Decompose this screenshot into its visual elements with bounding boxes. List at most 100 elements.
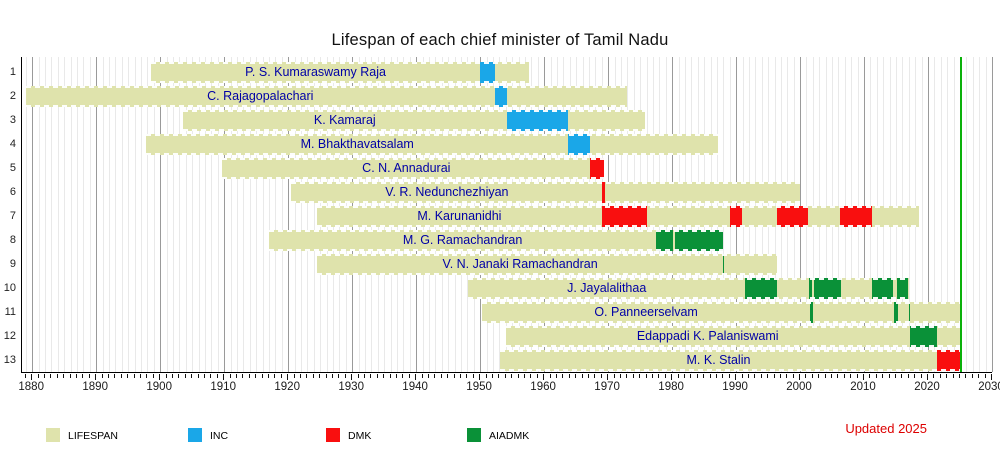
term-segment-aiadmk bbox=[656, 229, 673, 251]
minister-name-label: C. N. Annadurai bbox=[362, 160, 451, 175]
year-gridline bbox=[102, 57, 104, 372]
minor-tick bbox=[709, 373, 711, 378]
minor-tick bbox=[530, 373, 532, 378]
minor-tick bbox=[792, 373, 794, 378]
year-gridline bbox=[64, 57, 66, 372]
term-segment-aiadmk bbox=[745, 278, 778, 299]
minor-tick bbox=[626, 373, 628, 378]
minor-tick bbox=[549, 373, 551, 378]
year-gridline bbox=[166, 57, 168, 372]
major-tick bbox=[287, 373, 289, 380]
year-gridline bbox=[953, 57, 955, 372]
major-tick bbox=[31, 373, 33, 380]
row-number: 9 bbox=[9, 257, 16, 270]
minor-tick bbox=[248, 373, 250, 378]
minor-tick bbox=[274, 373, 276, 378]
minor-tick bbox=[472, 373, 474, 378]
minor-tick bbox=[37, 373, 39, 378]
plot-area: P. S. Kumaraswamy Raja C. Rajagopalachari… bbox=[21, 57, 993, 373]
minor-tick bbox=[344, 373, 346, 378]
minor-tick bbox=[971, 373, 973, 378]
x-axis-label: 1930 bbox=[338, 381, 364, 393]
minor-tick bbox=[920, 373, 922, 378]
minor-tick bbox=[332, 373, 333, 378]
minor-tick bbox=[165, 373, 167, 378]
year-gridline bbox=[51, 57, 53, 372]
minister-name-label: P. S. Kumaraswamy Raja bbox=[245, 64, 386, 79]
x-axis-label: 1970 bbox=[594, 381, 620, 393]
row-number: 5 bbox=[9, 161, 16, 174]
row-number: 4 bbox=[9, 137, 16, 150]
minor-tick bbox=[517, 373, 519, 378]
minor-tick bbox=[140, 373, 141, 378]
minor-tick bbox=[511, 373, 513, 378]
term-segment-aiadmk bbox=[810, 302, 814, 323]
term-segment-dmk bbox=[590, 157, 605, 179]
updated-note: Updated 2025 bbox=[845, 421, 927, 436]
major-tick bbox=[351, 373, 353, 380]
minor-tick bbox=[939, 373, 941, 378]
term-segment-dmk bbox=[839, 205, 872, 227]
minor-tick bbox=[440, 373, 442, 378]
major-tick bbox=[159, 373, 161, 380]
minor-tick bbox=[888, 373, 890, 378]
minor-tick bbox=[255, 373, 257, 378]
year-gridline bbox=[70, 57, 72, 372]
decade-gridline bbox=[32, 57, 34, 372]
decade-gridline bbox=[160, 57, 162, 372]
minor-tick bbox=[824, 373, 826, 378]
term-segment-aiadmk bbox=[894, 302, 899, 323]
minor-tick bbox=[786, 373, 788, 378]
year-gridline bbox=[307, 57, 309, 372]
minor-tick bbox=[383, 373, 385, 378]
year-gridline bbox=[128, 57, 130, 372]
today-marker-line bbox=[960, 57, 962, 372]
minor-tick bbox=[882, 373, 884, 378]
x-axis-label: 1960 bbox=[530, 381, 556, 393]
minor-tick bbox=[978, 373, 980, 378]
term-segment-dmk bbox=[776, 205, 808, 227]
x-axis-label: 1910 bbox=[210, 381, 236, 393]
major-tick bbox=[927, 373, 928, 380]
minor-tick bbox=[575, 373, 577, 378]
minor-tick bbox=[408, 373, 410, 378]
minor-tick bbox=[44, 373, 45, 378]
year-gridline bbox=[262, 57, 264, 372]
year-gridline bbox=[25, 57, 27, 372]
minor-tick bbox=[229, 373, 231, 378]
minor-tick bbox=[101, 373, 103, 378]
row-number: 7 bbox=[9, 209, 16, 222]
row-number: 13 bbox=[3, 354, 16, 367]
year-gridline bbox=[83, 57, 85, 372]
row-number: 11 bbox=[4, 306, 16, 318]
minor-tick bbox=[914, 373, 916, 378]
year-gridline bbox=[211, 57, 213, 372]
major-tick bbox=[607, 373, 609, 380]
x-axis-label: 1890 bbox=[82, 381, 108, 393]
minor-tick bbox=[869, 373, 871, 378]
minor-tick bbox=[895, 373, 896, 378]
minor-tick bbox=[172, 373, 173, 378]
minor-tick bbox=[56, 373, 58, 378]
minor-tick bbox=[600, 373, 602, 378]
minor-tick bbox=[811, 373, 813, 378]
minister-name-label: K. Kamaraj bbox=[313, 112, 376, 127]
minor-tick bbox=[946, 373, 948, 378]
minor-tick bbox=[639, 373, 641, 378]
minor-tick bbox=[837, 373, 839, 378]
decade-gridline bbox=[992, 57, 993, 372]
term-segment-dmk bbox=[936, 350, 961, 372]
x-axis-label: 1920 bbox=[274, 381, 300, 393]
minister-name-label: M. Bhakthavatsalam bbox=[300, 136, 414, 151]
row-number: 8 bbox=[9, 233, 16, 246]
minor-tick bbox=[498, 373, 500, 378]
minor-tick bbox=[907, 373, 909, 378]
minor-tick bbox=[268, 373, 269, 378]
x-axis-label: 1990 bbox=[722, 381, 748, 393]
minor-tick bbox=[325, 373, 327, 378]
year-gridline bbox=[121, 57, 123, 372]
minor-tick bbox=[427, 373, 429, 378]
minor-tick bbox=[120, 373, 122, 378]
minor-tick bbox=[24, 373, 26, 378]
x-axis-label: 2020 bbox=[914, 381, 940, 393]
